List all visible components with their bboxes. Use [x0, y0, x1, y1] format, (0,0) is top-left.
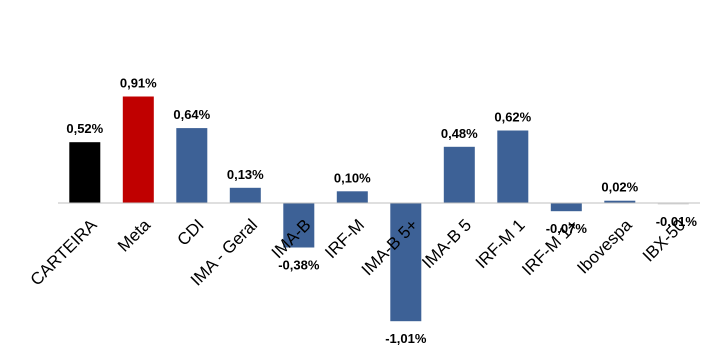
data-label-ibx-50: -0,01%: [656, 214, 698, 229]
data-label-meta: 0,91%: [120, 76, 157, 91]
bar-ibovespa: [604, 200, 636, 203]
data-label-ima-b: -0,38%: [278, 258, 320, 273]
data-label-ibovespa: 0,02%: [601, 180, 638, 195]
tick-label-meta: Meta: [114, 215, 155, 256]
bar-ima-geral: [229, 187, 261, 203]
bar-irf-m: [336, 191, 368, 203]
data-label-irf-m-1: -0,07%: [546, 221, 588, 236]
data-label-cdi: 0,64%: [173, 107, 210, 122]
data-label-irf-m-1: 0,62%: [494, 110, 531, 125]
bar-cdi: [176, 128, 208, 203]
tick-label-carteira: CARTEIRA: [27, 215, 101, 289]
bar-ima-b-5: [443, 146, 475, 203]
data-label-carteira: 0,52%: [66, 121, 103, 136]
data-label-ima-geral: 0,13%: [227, 167, 264, 182]
tick-label-irf-m: IRF-M: [321, 215, 368, 262]
bars-layer: [69, 96, 689, 322]
data-labels-layer: 0,52% 0,91% 0,64% 0,13% -0,38% 0,10% -1,01% 0,4…: [66, 76, 697, 347]
bar-irf-m-1: [497, 130, 529, 203]
bar-ima-b-5: [390, 203, 422, 322]
bar-ima-b: [283, 203, 315, 248]
bar-meta: [122, 96, 154, 203]
bar-carteira: [69, 142, 101, 203]
data-label-irf-m: 0,10%: [334, 170, 371, 185]
tick-label-cdi: CDI: [173, 215, 207, 249]
tick-label-ima-b-5: IMA-B 5: [418, 215, 475, 272]
bar-irf-m-1: [550, 203, 582, 212]
bar-ibx-50: [657, 203, 689, 205]
data-label-ima-b-5: 0,48%: [441, 126, 478, 141]
data-label-ima-b-5: -1,01%: [385, 331, 427, 346]
